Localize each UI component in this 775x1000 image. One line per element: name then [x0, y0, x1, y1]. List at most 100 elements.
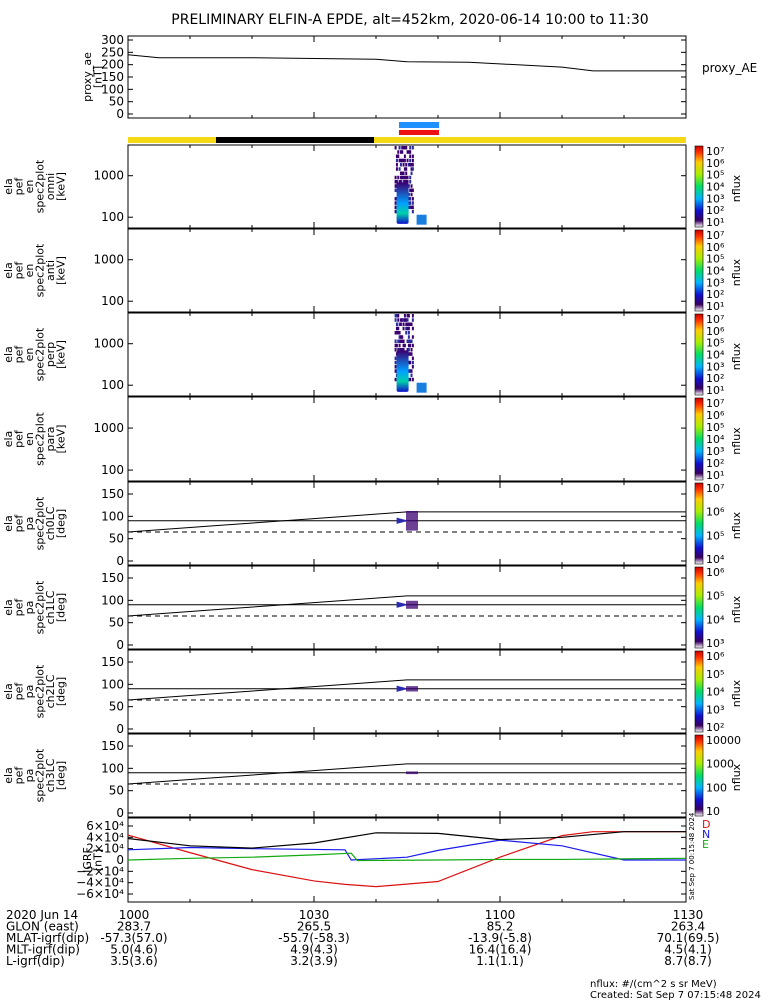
flux-pixel — [410, 373, 413, 378]
flux-pixel — [399, 158, 402, 163]
y-axis-label: pef — [12, 682, 25, 701]
flux-pixel — [401, 175, 404, 180]
y-tick-label: 50 — [109, 784, 124, 798]
flux-pixel — [411, 201, 414, 205]
colorbar-tick-label: 10⁶ — [706, 650, 725, 663]
colorbar-tick-label: 10³ — [706, 637, 724, 650]
status-bar-black — [216, 137, 374, 143]
flux-pixel — [399, 180, 402, 184]
flux-pixel — [407, 352, 410, 356]
colorbar-tick-label: 10² — [706, 204, 724, 217]
flux-core — [396, 182, 409, 224]
flux-pixel — [407, 184, 410, 188]
flux-pixel — [411, 205, 414, 210]
colorbar-tick-label: 10⁴ — [706, 265, 725, 278]
flux-pixel — [411, 360, 414, 365]
flux-pixel — [405, 146, 408, 150]
panel-frame — [127, 144, 687, 229]
colorbar-tick-label: 10⁴ — [706, 349, 725, 362]
y-tick-label: 0 — [116, 107, 124, 121]
colorbar-tick-label: 10¹ — [706, 469, 724, 482]
colorbar-tick-label: 10⁴ — [706, 613, 725, 626]
flux-pixel — [401, 146, 404, 150]
flux-pixel — [409, 339, 412, 344]
colorbar-label: nflux — [730, 679, 743, 707]
flux-pixel — [399, 171, 402, 176]
y-tick-label: 1000 — [93, 421, 124, 435]
flux-pixel — [401, 171, 404, 176]
flux-pixel — [398, 348, 401, 352]
colorbar-tick-label: 10¹ — [706, 216, 724, 229]
colorbar-tick-label: 10² — [706, 372, 724, 385]
y-axis-label: spec2plot — [33, 580, 46, 634]
flux-pixel — [395, 343, 398, 348]
flux-pixel — [399, 322, 402, 327]
y-axis-label: pef — [12, 766, 25, 785]
flux-pixel — [405, 171, 408, 176]
y-axis-label: ela — [2, 767, 15, 784]
igrf-legend-N: N — [702, 828, 710, 841]
flux-pixel — [401, 335, 404, 339]
flux-pixel — [402, 348, 405, 352]
flux-pixel — [410, 192, 413, 197]
series-legend: proxy_AE — [702, 61, 757, 75]
igrf-stamp: Sat Sep 7 00:15:48 2024 — [688, 812, 696, 900]
flux-pixel — [403, 318, 406, 322]
colorbar-tick-label: 10⁶ — [706, 157, 725, 170]
flux-pixel — [394, 331, 397, 335]
flux-pixel — [411, 314, 414, 318]
y-tick-label: 0 — [116, 638, 124, 652]
y-tick-label: 6×10⁴ — [86, 819, 124, 833]
colorbar-tick-label: 10² — [706, 721, 724, 734]
y-axis-label: omni — [44, 173, 57, 200]
flux-pixel — [402, 343, 405, 348]
flux-pixel — [409, 158, 412, 163]
colorbar-tick-label: 10³ — [706, 360, 724, 373]
flux-core — [396, 350, 409, 392]
y-tick-label: 150 — [101, 70, 124, 84]
loss-cone-line — [127, 679, 686, 701]
colorbar-label: nflux — [730, 763, 743, 791]
y-axis-label: ela — [2, 599, 15, 616]
flux-pixel — [397, 154, 400, 159]
figure-title: PRELIMINARY ELFIN-A EPDE, alt=452km, 202… — [171, 12, 648, 28]
x-axis-value: -13.9(-5.8) — [468, 931, 532, 945]
flux-pixel — [410, 171, 413, 176]
footer-created: Created: Sat Sep 7 07:15:48 2024 — [590, 990, 761, 1000]
flux-pixel — [406, 326, 409, 331]
x-axis-row-label: 2020 Jun 14 — [6, 908, 78, 922]
colorbar — [694, 145, 704, 228]
y-axis-label: en — [23, 348, 36, 362]
colorbar-label: nflux — [730, 427, 743, 455]
colorbar-label: nflux — [730, 258, 743, 286]
flux-pixel — [407, 163, 410, 167]
y-tick-label: 100 — [101, 294, 124, 308]
y-tick-label: 150 — [101, 655, 124, 669]
y-axis-label: spec2plot — [33, 664, 46, 718]
y-axis-label: para — [44, 427, 57, 452]
flux-pixel — [398, 343, 401, 348]
y-tick-label: 100 — [101, 509, 124, 523]
flux-pixel — [407, 205, 410, 210]
y-axis-label: spec2plot — [33, 748, 46, 802]
y-tick-label: 200 — [101, 58, 124, 72]
colorbar-tick-label: 10⁵ — [706, 668, 724, 681]
flux-pixel — [407, 331, 410, 335]
x-axis-value: 1000 — [119, 908, 150, 922]
panel-frame — [127, 565, 687, 650]
y-tick-label: 100 — [101, 593, 124, 607]
flux-pixel — [395, 326, 398, 331]
flux-pixel — [398, 180, 401, 184]
y-tick-label: 2×10⁴ — [86, 842, 124, 856]
flux-pixel — [402, 180, 405, 184]
colorbar-tick-label: 10⁴ — [706, 553, 725, 566]
flux-pixel — [395, 154, 398, 159]
y-axis-label: [nT] — [91, 66, 104, 88]
colorbar-tick-label: 10⁶ — [706, 506, 725, 519]
x-axis-value: 85.2 — [487, 920, 514, 934]
y-tick-label: 1000 — [93, 337, 124, 351]
flux-pixel — [394, 188, 397, 193]
x-axis-row-label: MLAT-igrf(dip) — [6, 931, 89, 945]
